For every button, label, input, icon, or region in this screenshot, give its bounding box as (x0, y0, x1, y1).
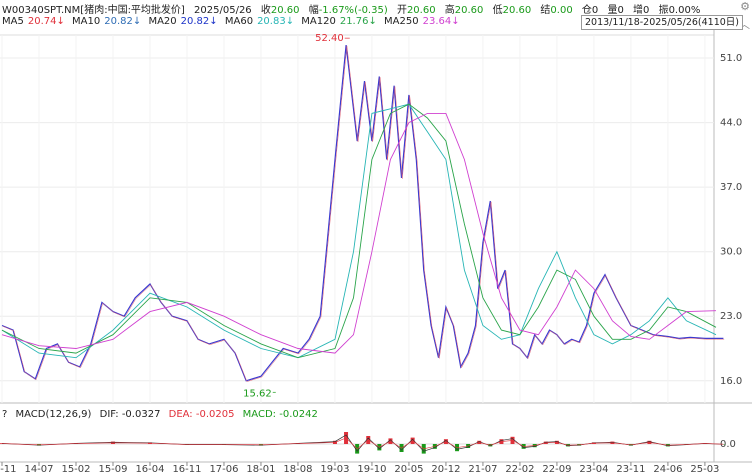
symbol-name: [猪肉:中国:平均批发价] (80, 5, 185, 16)
high-field: 高20.60 (444, 5, 484, 16)
quote-date: 2025/05/26 (194, 5, 252, 16)
x-tick-label: 17-06 (209, 464, 238, 474)
x-tick-label: 16-04 (135, 464, 164, 474)
ma5-value: 20.74↓ (27, 16, 65, 27)
increase-field: 增0 (633, 5, 650, 16)
series-MA60 (1, 103, 717, 359)
x-tick-label: 13-11 (0, 464, 17, 474)
close-field: 收20.60 (260, 5, 300, 16)
x-tick-label: 23-04 (579, 464, 608, 474)
gear-icon[interactable]: ⚙ (740, 0, 750, 13)
x-tick-label: 18-01 (246, 464, 275, 474)
macd-dea: DEA: -0.0205 (168, 409, 235, 420)
low-field: 低20.60 (492, 5, 532, 16)
position-field: 仓0 (581, 5, 599, 16)
volume-field: 量0 (607, 5, 624, 16)
x-tick-label: 20-12 (431, 464, 460, 474)
y-tick-label: 23.0 (720, 311, 742, 322)
series-ma5 (2, 45, 725, 382)
macd-question-icon[interactable]: ? (2, 409, 8, 420)
macd-legend: ? MACD(12,26,9) DIF: -0.0327 DEA: -0.020… (2, 409, 323, 423)
settle-field: 结0.00 (540, 5, 573, 16)
ma-legend: MA5 20.74↓ MA10 20.82↓ MA20 20.82↓ MA60 20.8… (2, 16, 464, 30)
series-MA120 (1, 103, 717, 359)
ma250-value: 23.64↓ (422, 16, 460, 27)
series-MA250 (1, 112, 717, 354)
ma5-label: MA5 (2, 16, 24, 27)
change-field: 幅-1.67%(-0.35) (308, 5, 388, 16)
x-tick-label: 21-07 (468, 464, 497, 474)
x-tick-label: 23-11 (616, 464, 645, 474)
y-tick-label: 30.0 (720, 247, 742, 258)
ma60-label: MA60 (224, 16, 254, 27)
x-tick-label: 16-11 (172, 464, 201, 474)
x-tick-label: 22-02 (505, 464, 534, 474)
date-range-box[interactable]: 2013/11/18-2025/05/26(4110日) (581, 15, 743, 30)
macd-dif: DIF: -0.0327 (99, 409, 161, 420)
ma250-label: MA250 (384, 16, 419, 27)
macd-y-tick-label: 0.0 (720, 439, 736, 450)
x-tick-label: 22-09 (542, 464, 571, 474)
ma10-label: MA10 (72, 16, 101, 27)
series-price (1, 45, 724, 382)
macd-title: MACD(12,26,9) (15, 409, 92, 420)
x-tick-label: 15-02 (61, 464, 90, 474)
ma60-value: 20.83↓ (257, 16, 295, 27)
y-tick-label: 44.0 (720, 118, 742, 129)
ma120-label: MA120 (301, 16, 336, 27)
ma20-value: 20.82↓ (180, 16, 218, 27)
x-tick-label: 25-03 (690, 464, 719, 474)
ma20-label: MA20 (148, 16, 177, 27)
annotation-label: 15.62 (243, 388, 272, 399)
y-tick-label: 16.0 (720, 376, 742, 387)
macd-dea-line (1, 437, 724, 450)
ma10-value: 20.82↓ (104, 16, 142, 27)
x-tick-label: 19-03 (320, 464, 349, 474)
x-tick-label: 14-07 (24, 464, 53, 474)
x-tick-label: 20-05 (394, 464, 423, 474)
amplitude-field: 振0.00% (658, 5, 701, 16)
x-tick-label: 18-08 (283, 464, 312, 474)
x-tick-label: 19-10 (357, 464, 386, 474)
x-tick-label: 24-06 (653, 464, 682, 474)
symbol-code: W00340SPT.NM (2, 5, 81, 16)
ma120-value: 21.76↓ (339, 16, 377, 27)
x-tick-label: 15-09 (98, 464, 127, 474)
annotation-label: 52.40 (315, 33, 344, 44)
y-tick-label: 37.0 (720, 182, 742, 193)
macd-value: MACD: -0.0242 (242, 409, 318, 420)
quote-header: W00340SPT.NM[猪肉:中国:平均批发价] 2025/05/26 收20… (2, 1, 706, 16)
open-field: 开20.60 (396, 5, 436, 16)
chevron-up-icon[interactable]: ︿ (739, 18, 750, 31)
y-tick-label: 51.0 (720, 53, 742, 64)
